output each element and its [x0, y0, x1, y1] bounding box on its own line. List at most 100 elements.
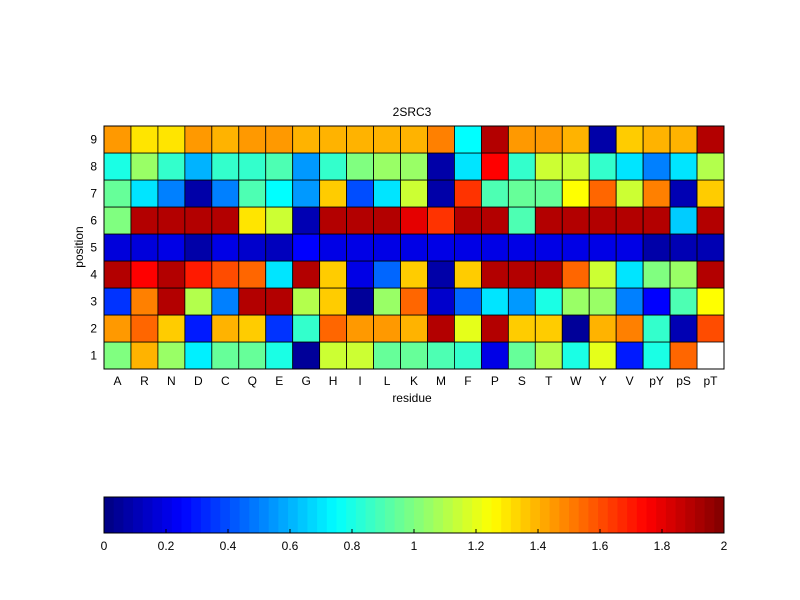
heatmap-cell: [427, 233, 455, 262]
y-tick-label: 7: [90, 187, 97, 201]
heatmap-cell: [696, 287, 725, 316]
heatmap-cell: [184, 152, 213, 181]
heatmap-cell: [265, 260, 294, 289]
heatmap-cell: [319, 314, 348, 343]
heatmap-cell: [400, 206, 428, 235]
colorbar-segment: [607, 497, 618, 533]
heatmap-cell: [588, 287, 617, 316]
heatmap-cell: [427, 314, 455, 343]
y-tick-label: 4: [90, 268, 97, 282]
heatmap-cell: [157, 206, 186, 235]
heatmap-cell: [507, 233, 536, 262]
heatmap-cell: [130, 125, 159, 154]
heatmap-cell: [480, 179, 509, 208]
colorbar-segment: [598, 497, 609, 533]
heatmap-cell: [292, 314, 321, 343]
heatmap-cell: [507, 152, 536, 181]
heatmap-cell: [400, 314, 428, 343]
colorbar-segment: [307, 497, 318, 533]
colorbar-segment: [336, 497, 347, 533]
x-tick-label: D: [194, 374, 203, 388]
heatmap-cell: [696, 125, 725, 154]
heatmap-cell: [238, 125, 267, 154]
heatmap-cell: [400, 341, 428, 370]
heatmap-cell: [238, 206, 267, 235]
colorbar-tick-label: 1.2: [468, 539, 485, 553]
x-tick-label: Q: [248, 374, 257, 388]
heatmap-cell: [427, 206, 455, 235]
heatmap-cell: [454, 152, 482, 181]
heatmap-cell: [642, 341, 671, 370]
heatmap-cell: [454, 206, 482, 235]
colorbar-tick-label: 1.6: [592, 539, 609, 553]
y-tick-label: 3: [90, 295, 97, 309]
colorbar-segment: [239, 497, 250, 533]
heatmap-cell: [184, 341, 213, 370]
heatmap-cell: [319, 206, 348, 235]
chart-title: 2SRC3: [393, 105, 432, 119]
colorbar-segment: [152, 497, 163, 533]
heatmap-cell: [507, 260, 536, 289]
heatmap-cell: [373, 341, 401, 370]
heatmap-cell: [346, 152, 374, 181]
colorbar-segment: [588, 497, 599, 533]
x-axis-label: residue: [392, 391, 432, 405]
colorbar-segment: [259, 497, 270, 533]
heatmap-cell: [588, 125, 617, 154]
colorbar-segment: [191, 497, 202, 533]
heatmap-cell: [454, 341, 482, 370]
colorbar-segment: [200, 497, 212, 533]
heatmap-cell: [534, 179, 563, 208]
heatmap-cell: [588, 341, 617, 370]
heatmap-cell: [615, 206, 644, 235]
x-tick-label: P: [491, 374, 499, 388]
colorbar-segment: [675, 497, 686, 533]
heatmap-cell: [588, 179, 617, 208]
heatmap-cell: [696, 206, 725, 235]
x-tick-label: L: [384, 374, 391, 388]
heatmap-cell: [184, 260, 213, 289]
colorbar-segment: [462, 497, 473, 533]
heatmap-cell: [454, 233, 482, 262]
colorbar-segment: [491, 497, 502, 533]
heatmap-cell: [400, 125, 428, 154]
heatmap-cell: [454, 179, 482, 208]
heatmap-cell: [507, 206, 536, 235]
colorbar-segment: [636, 497, 647, 533]
colorbar-tick-label: 0: [101, 539, 108, 553]
colorbar-segment: [162, 497, 173, 533]
heatmap-cell: [642, 179, 671, 208]
heatmap-cell: [615, 314, 644, 343]
x-tick-label: V: [626, 374, 634, 388]
colorbar-segment: [694, 497, 706, 533]
x-tick-label: E: [275, 374, 283, 388]
heatmap-cell: [103, 260, 132, 289]
heatmap-cell: [561, 314, 590, 343]
x-tick-label: S: [518, 374, 526, 388]
heatmap-cell: [130, 287, 159, 316]
heatmap-cell: [130, 341, 159, 370]
heatmap-cell: [373, 179, 401, 208]
heatmap-cell: [346, 341, 374, 370]
heatmap-cell: [642, 233, 671, 262]
colorbar-segment: [443, 497, 454, 533]
heatmap-cell: [534, 152, 563, 181]
heatmap-cell: [427, 287, 455, 316]
heatmap-cell: [319, 233, 348, 262]
y-tick-label: 6: [90, 214, 97, 228]
colorbar-segment: [375, 497, 386, 533]
heatmap-cell: [319, 125, 348, 154]
heatmap-cell: [615, 341, 644, 370]
heatmap-cell: [238, 314, 267, 343]
heatmap-cells: [103, 125, 725, 370]
heatmap-cell: [130, 233, 159, 262]
heatmap-cell: [319, 179, 348, 208]
heatmap-cell: [480, 152, 509, 181]
heatmap-cell: [319, 152, 348, 181]
heatmap-cell: [292, 233, 321, 262]
heatmap-cell: [211, 233, 240, 262]
heatmap-cell: [265, 206, 294, 235]
heatmap-cell: [292, 152, 321, 181]
heatmap-cell: [238, 233, 267, 262]
